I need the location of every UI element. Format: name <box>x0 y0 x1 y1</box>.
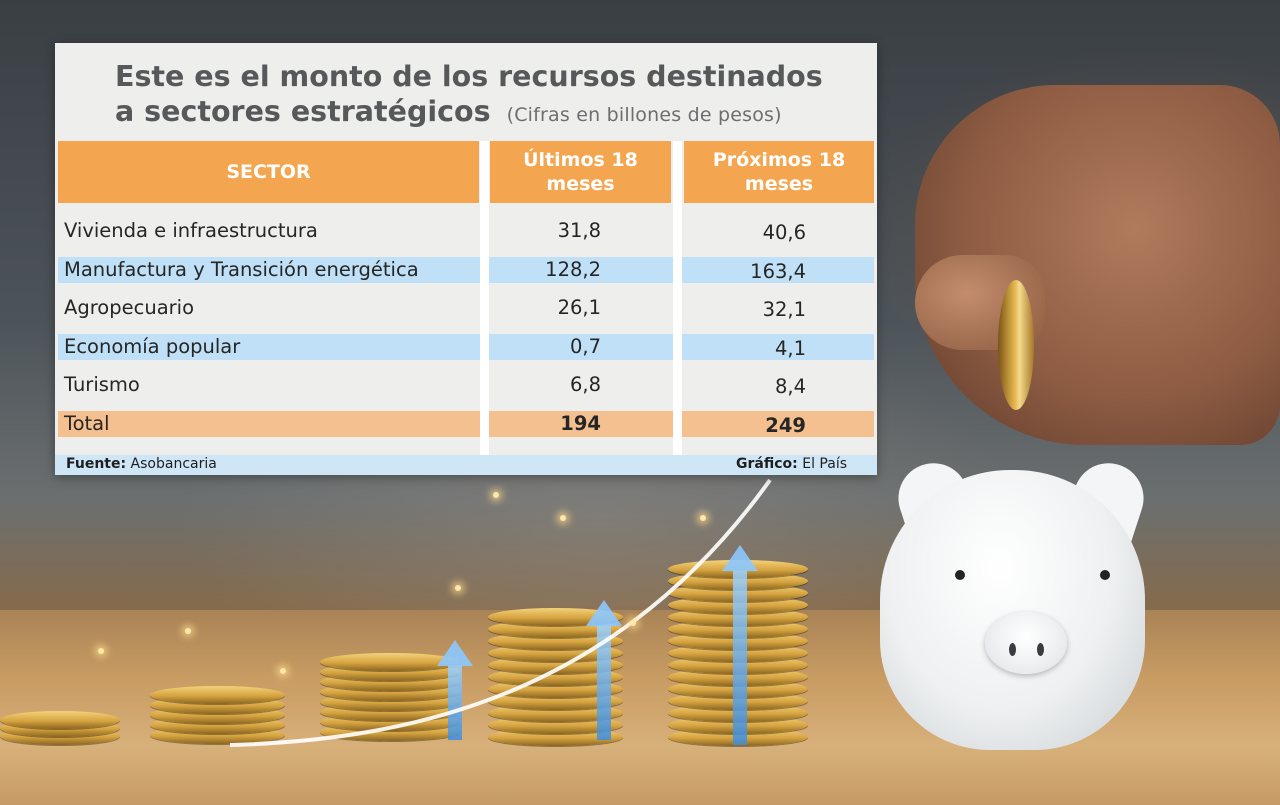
graphic-label: Gráfico: <box>736 456 798 472</box>
piggy-snout <box>985 612 1067 674</box>
table-row: Economía popular 0,7 4,1 <box>58 334 874 360</box>
source-footer: Fuente: Asobancaria Gráfico: El País <box>55 455 877 475</box>
cell-sector: Total <box>64 412 110 435</box>
coin-stack-3 <box>320 645 460 745</box>
header-ultimos: Últimos 18 meses <box>490 141 671 203</box>
sparkle-icon <box>700 515 706 521</box>
growth-arrow-head-3 <box>722 545 758 571</box>
source-label: Fuente: <box>66 456 127 472</box>
cell-ultimos: 0,7 <box>569 335 601 358</box>
coin-stack-4 <box>488 600 623 750</box>
sparkle-icon <box>98 648 104 654</box>
infographic-title: Este es el monto de los recursos destina… <box>115 59 855 133</box>
cell-ultimos: 26,1 <box>557 296 601 319</box>
sparkle-icon <box>493 492 499 498</box>
column-divider <box>480 141 489 459</box>
growth-arrow-head-1 <box>437 640 473 666</box>
sparkle-icon <box>630 620 636 626</box>
infographic-card: Este es el monto de los recursos destina… <box>55 43 877 475</box>
sparkle-icon <box>185 628 191 634</box>
table-row: Manufactura y Transición energética 128,… <box>58 257 874 283</box>
growth-arrow-shaft-2 <box>597 625 611 740</box>
graphic-value: El País <box>802 456 847 472</box>
growth-arrow-shaft-3 <box>733 570 747 745</box>
title-line-2: a sectores estratégicos <box>115 95 491 128</box>
cell-sector: Vivienda e infraestructura <box>64 219 318 242</box>
cell-ultimos: 194 <box>560 412 601 435</box>
header-sector-label: SECTOR <box>226 161 311 183</box>
header-proximos: Próximos 18 meses <box>684 141 874 203</box>
table-row-total: Total 194 249 <box>58 411 874 437</box>
cell-proximos: 32,1 <box>762 298 806 321</box>
cell-sector: Agropecuario <box>64 296 195 319</box>
cell-ultimos: 6,8 <box>569 373 601 396</box>
coin-stack-2 <box>150 680 285 750</box>
source-value: Asobancaria <box>130 456 217 472</box>
sparkle-icon <box>280 668 286 674</box>
source-credit: Fuente: Asobancaria <box>66 456 217 472</box>
coin-stack-1 <box>0 705 120 750</box>
growth-arrow-head-2 <box>586 600 622 626</box>
table-row: Agropecuario 26,1 32,1 <box>58 295 874 321</box>
cell-sector: Manufactura y Transición energética <box>64 258 419 281</box>
table-row: Vivienda e infraestructura 31,8 40,6 <box>58 218 874 244</box>
column-divider <box>673 141 682 459</box>
cell-sector: Turismo <box>64 373 140 396</box>
sparkle-icon <box>560 515 566 521</box>
sparkle-icon <box>455 585 461 591</box>
header-sector: SECTOR <box>58 141 479 203</box>
header-proximos-label: Próximos 18 meses <box>712 149 846 195</box>
growth-arrow-shaft-1 <box>448 665 462 740</box>
graphic-credit: Gráfico: El País <box>736 456 847 472</box>
coin-icon <box>998 280 1034 410</box>
header-ultimos-label: Últimos 18 meses <box>523 149 638 195</box>
piggy-bank-icon <box>880 470 1145 750</box>
cell-sector: Economía popular <box>64 335 241 358</box>
table-row: Turismo 6,8 8,4 <box>58 372 874 398</box>
cell-proximos: 8,4 <box>774 375 806 398</box>
growth-curve-icon <box>229 478 772 747</box>
cell-proximos: 249 <box>765 414 806 437</box>
title-line-1: Este es el monto de los recursos destina… <box>115 60 823 93</box>
piggy-nostril <box>1037 643 1044 656</box>
cell-ultimos: 128,2 <box>545 258 601 281</box>
cell-proximos: 4,1 <box>774 337 806 360</box>
piggy-eye <box>955 570 965 580</box>
cell-proximos: 163,4 <box>750 260 806 283</box>
cell-ultimos: 31,8 <box>557 219 601 242</box>
cell-proximos: 40,6 <box>762 221 806 244</box>
piggy-nostril <box>1009 643 1016 656</box>
subtitle: (Cifras en billones de pesos) <box>506 104 782 126</box>
piggy-eye <box>1100 570 1110 580</box>
